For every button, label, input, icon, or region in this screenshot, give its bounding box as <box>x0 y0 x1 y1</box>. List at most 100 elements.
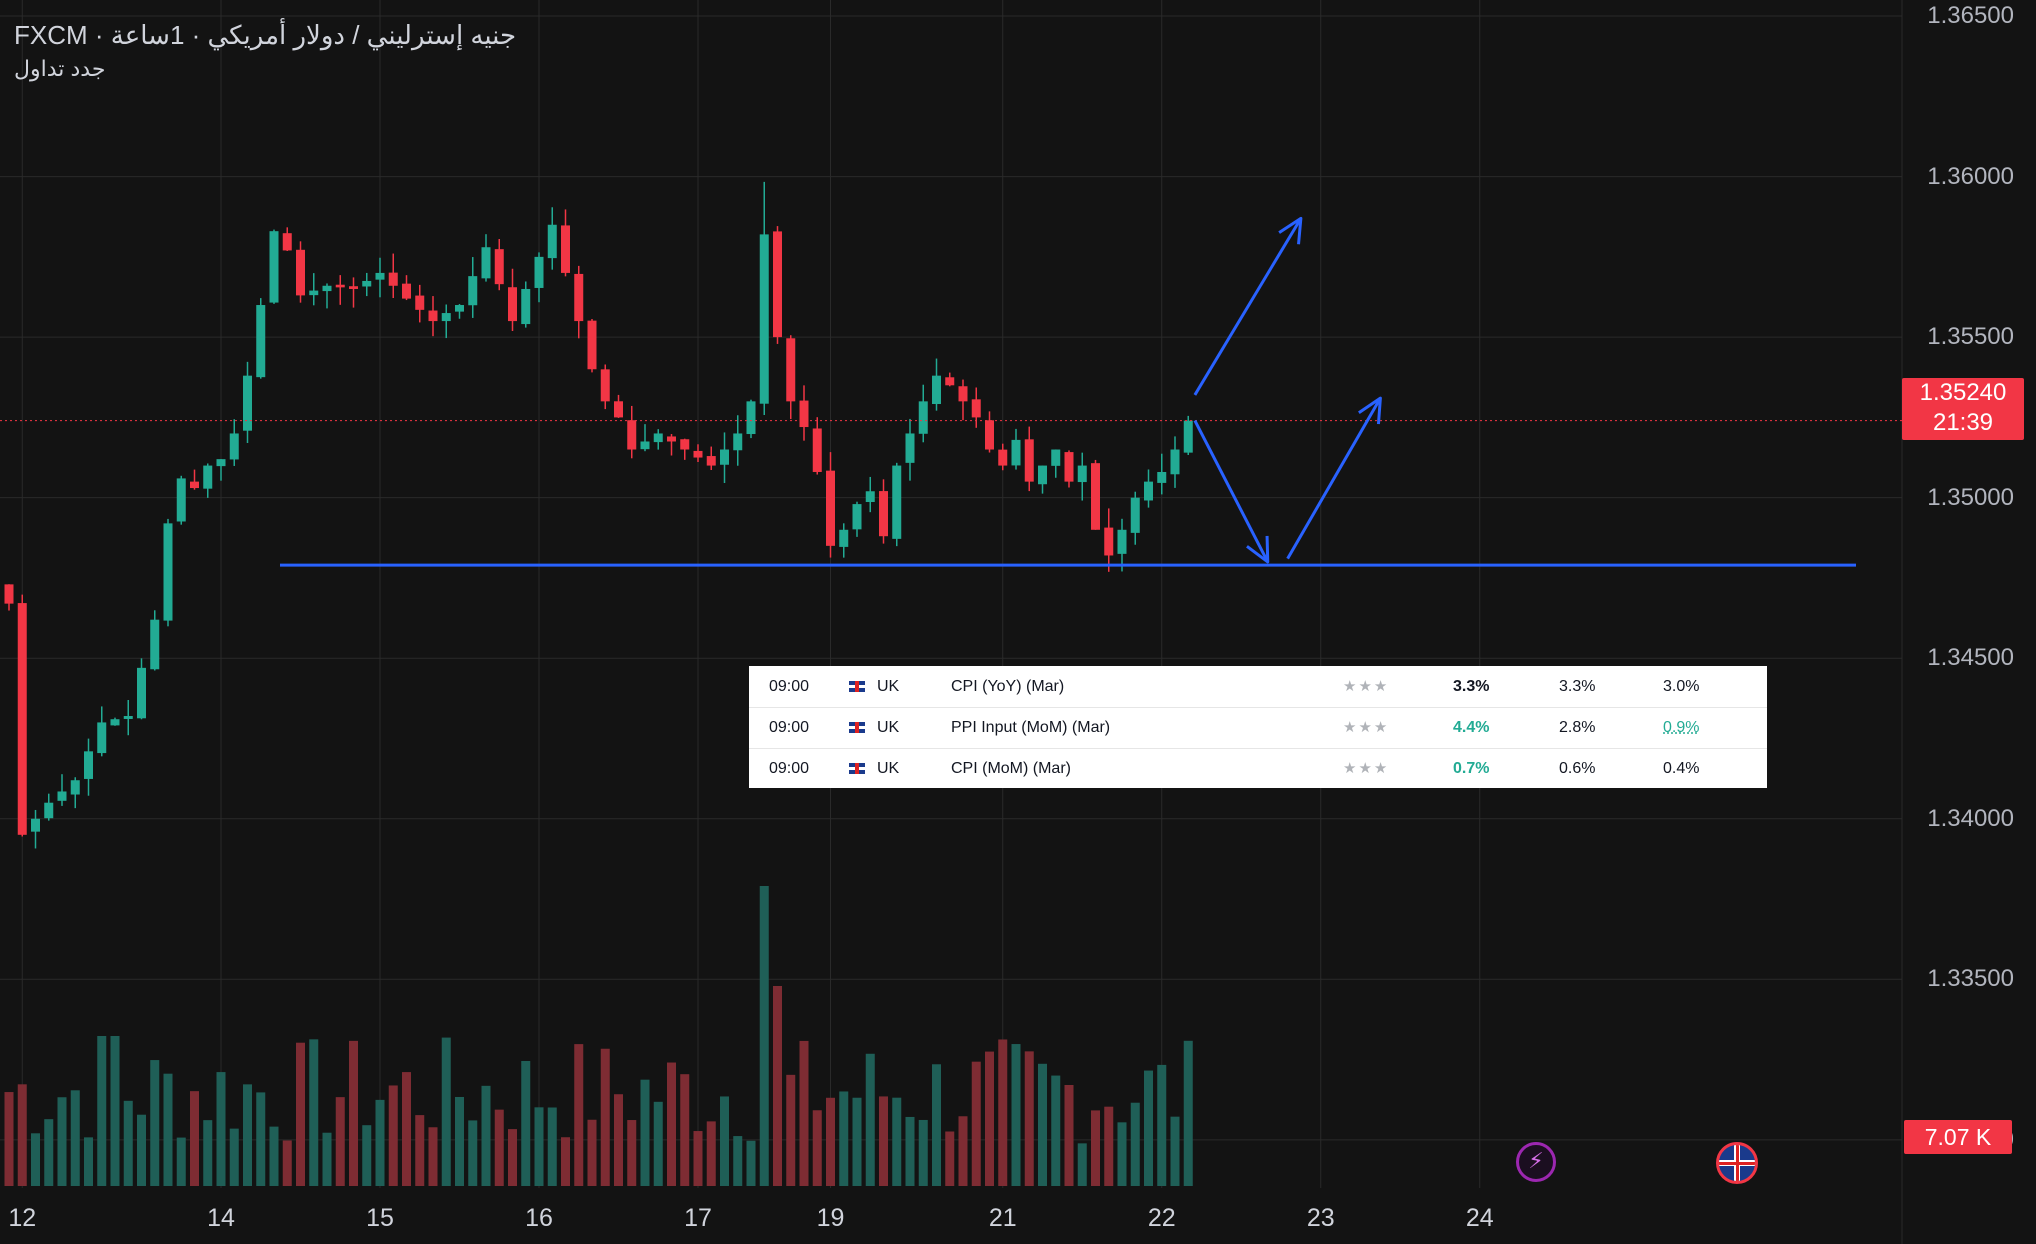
lightning-icon[interactable]: ⚡ <box>1516 1142 1556 1182</box>
volume-bar <box>1064 1085 1074 1186</box>
importance-stars: ★★★ <box>1343 719 1390 736</box>
candle-body <box>1157 471 1167 483</box>
volume-bar <box>998 1039 1008 1186</box>
candle-body <box>812 428 822 472</box>
volume-bar <box>985 1051 994 1186</box>
candle-body <box>932 375 941 405</box>
price-tick-label: 1.35500 <box>1927 323 2014 351</box>
volume-bar <box>1157 1064 1167 1186</box>
volume-bar <box>282 1140 292 1186</box>
arrow-head <box>1358 396 1382 425</box>
volume-bar <box>362 1125 372 1186</box>
event-row[interactable]: 09:00 UK PPI Input (MoM) (Mar) ★★★ 4.4% … <box>749 707 1767 749</box>
candle-body <box>243 375 252 431</box>
volume-bar <box>137 1114 146 1186</box>
candle-body <box>918 401 928 434</box>
candle-body <box>468 276 478 306</box>
volume-bar <box>110 1036 120 1186</box>
candle-body <box>1051 449 1061 466</box>
candle-body <box>839 529 849 547</box>
volume-bar <box>150 1060 160 1186</box>
candle-body <box>1104 527 1114 556</box>
importance-stars: ★★★ <box>1343 678 1390 695</box>
volume-bar <box>587 1119 597 1186</box>
volume-bar <box>826 1097 835 1186</box>
volume-bar <box>932 1064 941 1186</box>
volume-bar <box>680 1074 690 1186</box>
volume-bar <box>733 1136 743 1186</box>
time-tick-label: 24 <box>1465 1204 1494 1232</box>
volume-bar <box>335 1097 345 1186</box>
time-tick-label: 16 <box>525 1204 553 1232</box>
volume-bar <box>31 1133 40 1186</box>
price-tick-label: 1.34000 <box>1927 804 2014 832</box>
volume-bar <box>1077 1143 1087 1186</box>
volume-bar <box>296 1042 305 1186</box>
candle-body <box>614 401 623 418</box>
chart-subtitle: جدد تداول <box>14 56 106 81</box>
volume-bar <box>759 886 769 1186</box>
volume-bar <box>1024 1051 1034 1186</box>
event-row[interactable]: 09:00 UK CPI (MoM) (Mar) ★★★ 0.7% 0.6% 0… <box>749 748 1767 789</box>
candle-body <box>640 441 650 450</box>
time-tick-label: 12 <box>8 1204 37 1232</box>
candle-body <box>720 449 729 465</box>
volume-bar <box>693 1131 703 1186</box>
candle-body <box>693 450 703 458</box>
candle-body <box>826 470 835 546</box>
volume-bar <box>123 1100 133 1186</box>
candle-body <box>1064 452 1074 482</box>
candle-body <box>653 433 663 443</box>
candle-body <box>1170 449 1180 475</box>
uk-flag-icon[interactable] <box>1716 1142 1758 1184</box>
event-actual: 0.7% <box>1453 760 1490 777</box>
candle-body <box>1144 481 1153 501</box>
event-row[interactable]: 09:00 UK CPI (YoY) (Mar) ★★★ 3.3% 3.3% 3… <box>749 666 1767 708</box>
volume-bar <box>428 1127 438 1186</box>
volume-bar <box>614 1094 623 1186</box>
volume-bar <box>706 1121 716 1186</box>
event-actual: 3.3% <box>1453 678 1490 695</box>
volume-bar <box>574 1044 584 1186</box>
volume-bar <box>1011 1044 1021 1186</box>
volume-bar <box>481 1085 491 1186</box>
price-tick-label: 1.36000 <box>1927 162 2014 190</box>
candle-body <box>362 280 372 287</box>
volume-bar <box>720 1096 729 1186</box>
volume-bar <box>97 1036 107 1186</box>
volume-bar <box>269 1126 279 1186</box>
candle-body <box>508 287 517 322</box>
candle-body <box>852 504 862 530</box>
candle-body <box>388 272 398 286</box>
candle-body <box>799 400 809 428</box>
volume-bar <box>309 1039 319 1186</box>
volume-bar <box>203 1120 213 1186</box>
volume-bar <box>17 1084 27 1186</box>
event-name: PPI Input (MoM) (Mar) <box>951 719 1111 736</box>
candle-body <box>123 716 133 719</box>
candle-body <box>746 401 756 435</box>
volume-bar <box>243 1084 252 1186</box>
time-tick-label: 14 <box>207 1204 235 1232</box>
candle-body <box>322 285 332 292</box>
volume-bar <box>971 1061 981 1186</box>
candle-body <box>137 667 146 719</box>
event-forecast: 0.6% <box>1559 760 1596 777</box>
candle-body <box>190 481 199 489</box>
uk-flag-icon <box>849 761 865 779</box>
event-previous: 3.0% <box>1663 678 1700 695</box>
candle-body <box>627 420 637 450</box>
current-price-tag: 1.35240 21:39 <box>1902 378 2024 440</box>
event-time: 09:00 <box>769 760 810 777</box>
volume-bar <box>1091 1110 1100 1186</box>
volume-bar <box>812 1110 822 1186</box>
volume-bar <box>852 1097 862 1186</box>
uk-flag-icon <box>849 679 865 697</box>
candle-body <box>31 818 40 832</box>
candle-body <box>561 225 570 273</box>
candle-body <box>110 719 120 726</box>
candle-body <box>455 305 464 312</box>
volume-bar <box>945 1131 955 1186</box>
volume-bar <box>865 1053 875 1186</box>
